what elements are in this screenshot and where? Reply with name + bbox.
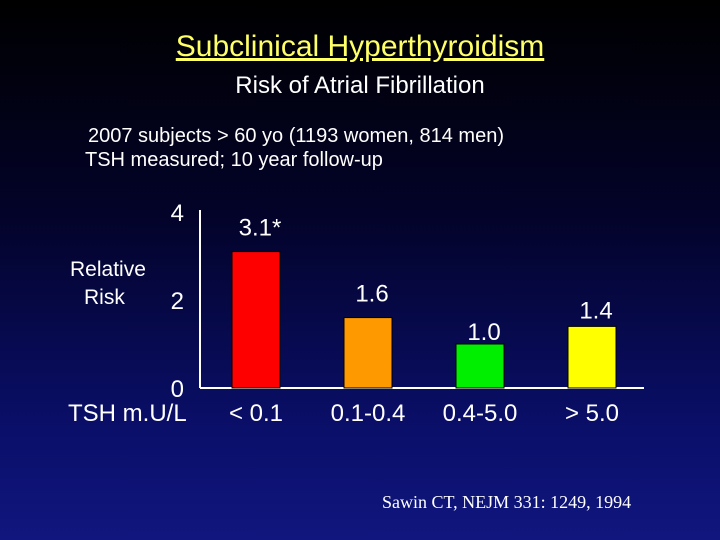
bar-value-label: 1.6 <box>355 281 388 308</box>
bar-value-label: 1.4 <box>579 297 612 324</box>
bar <box>567 325 617 389</box>
bar <box>455 343 505 389</box>
study-description-line-2: TSH measured; 10 year follow-up <box>85 149 383 171</box>
y-tick-label: 0 <box>171 376 184 403</box>
y-tick-label: 2 <box>171 288 184 315</box>
x-category-label: > 5.0 <box>565 400 619 427</box>
study-description-line-1: 2007 subjects > 60 yo (1193 women, 814 m… <box>88 125 504 147</box>
x-category-label: 0.1-0.4 <box>331 400 406 427</box>
bar <box>231 251 281 389</box>
bar-value-label: 1.0 <box>467 319 500 346</box>
y-tick-label: 4 <box>171 200 184 227</box>
bar <box>343 317 393 389</box>
bar-value-label: 3.1* <box>239 215 282 242</box>
x-axis-label: TSH m.U/L <box>68 400 187 427</box>
y-axis-label-line-2: Risk <box>84 286 125 309</box>
y-axis-label-line-1: Relative <box>70 258 146 281</box>
citation: Sawin CT, NEJM 331: 1249, 1994 <box>382 492 632 512</box>
slide-title: Subclinical Hyperthyroidism <box>175 30 545 63</box>
x-category-label: < 0.1 <box>229 400 283 427</box>
y-axis-label: Relative Risk <box>70 256 146 312</box>
slide-subtitle: Risk of Atrial Fibrillation <box>235 72 485 99</box>
x-category-label: 0.4-5.0 <box>443 400 518 427</box>
